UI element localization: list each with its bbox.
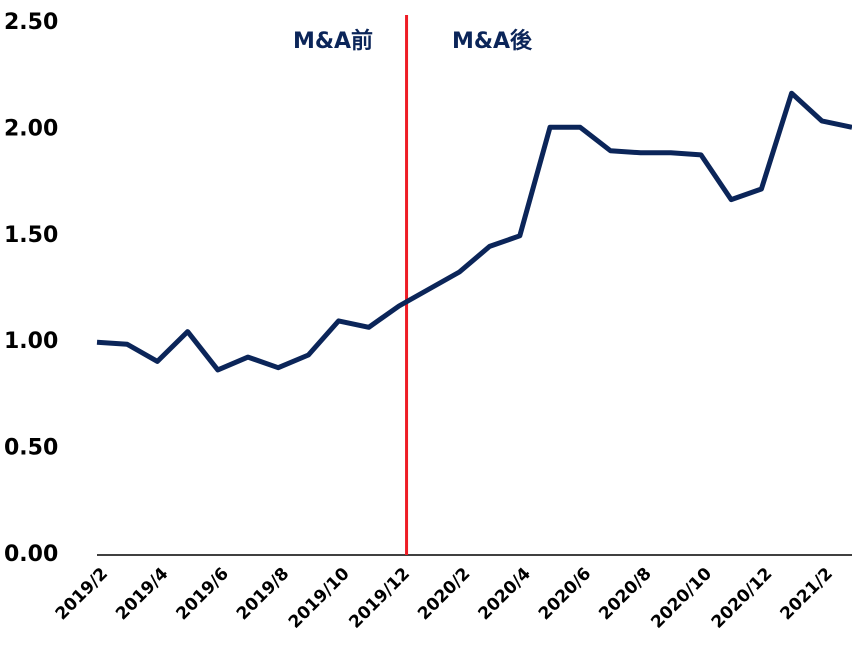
x-tick-label: 2020/6 [535, 564, 595, 624]
x-tick-label: 2019/2 [52, 564, 112, 624]
y-tick-label: 2.50 [4, 10, 58, 35]
x-tick-label: 2020/4 [475, 564, 535, 624]
x-tick-label: 2020/8 [595, 564, 655, 624]
annotation: M&A前 [293, 28, 373, 54]
x-tick-label: 2021/2 [777, 564, 837, 624]
y-tick-label: 0.00 [4, 542, 58, 567]
data-line [96, 90, 852, 373]
x-tick-label: 2020/10 [647, 564, 716, 633]
x-tick-label: 2020/2 [414, 564, 474, 624]
y-tick-label: 1.00 [4, 329, 58, 354]
x-tick-label: 2019/10 [285, 564, 354, 633]
x-tick-label: 2019/6 [173, 564, 233, 624]
annotation: M&A後 [452, 28, 533, 54]
y-tick-label: 0.50 [4, 436, 58, 461]
y-tick-label: 2.00 [4, 116, 58, 141]
x-tick-label: 2020/12 [708, 564, 777, 633]
x-tick-label: 2019/12 [345, 564, 414, 633]
x-tick-label: 2019/4 [112, 564, 172, 624]
y-tick-label: 1.50 [4, 223, 58, 248]
x-tick-label: 2019/8 [233, 564, 293, 624]
